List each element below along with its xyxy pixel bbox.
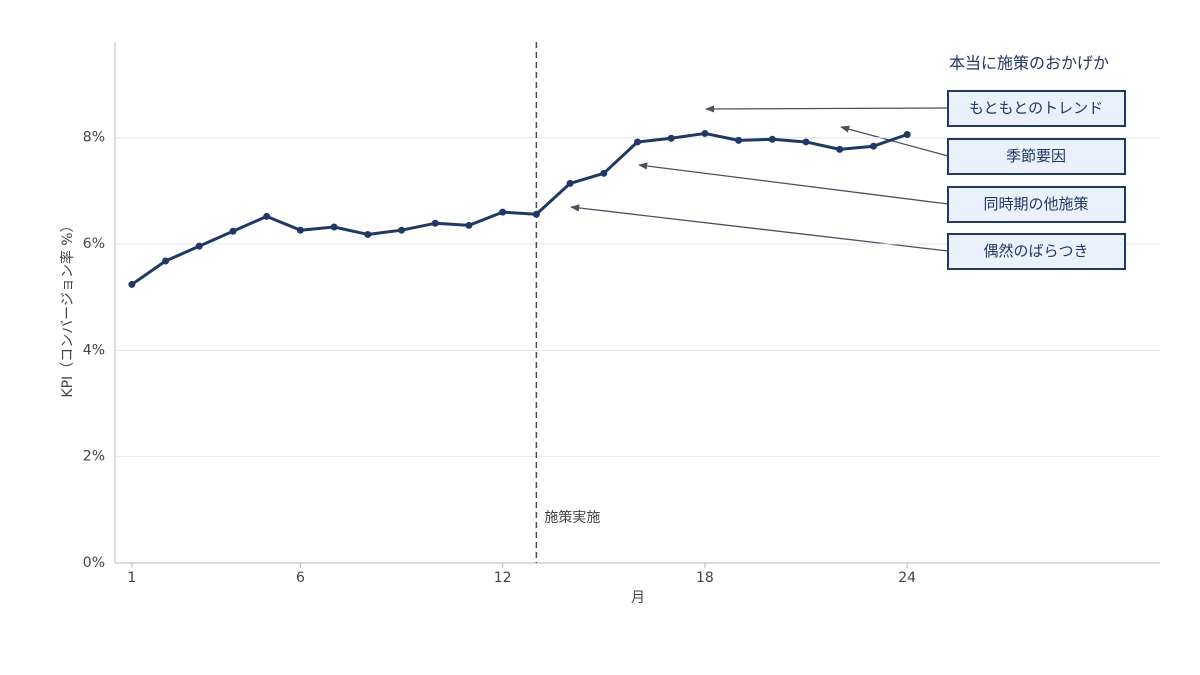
data-point bbox=[634, 138, 641, 146]
annotations bbox=[570, 105, 949, 252]
data-point bbox=[836, 145, 844, 153]
annotation-box bbox=[947, 138, 1126, 175]
y-tick-label: 2% bbox=[83, 449, 105, 465]
annotation-text: 偶然のばらつき bbox=[983, 242, 1088, 260]
data-point bbox=[600, 169, 608, 177]
annotation-text: 季節要因 bbox=[1006, 147, 1066, 165]
data-point bbox=[499, 208, 507, 216]
x-tick-label: 6 bbox=[296, 570, 305, 586]
annotation-text: 同時期の他施策 bbox=[983, 195, 1088, 213]
data-point bbox=[128, 280, 136, 288]
kpi-line bbox=[130, 131, 908, 286]
arrow bbox=[705, 105, 949, 113]
arrow bbox=[840, 125, 949, 157]
x-tick-label: 24 bbox=[898, 570, 916, 586]
data-point bbox=[296, 226, 304, 234]
data-point bbox=[330, 223, 338, 231]
x-tick-label: 12 bbox=[494, 570, 512, 586]
data-point bbox=[162, 257, 170, 265]
arrow bbox=[638, 162, 949, 205]
data-point bbox=[364, 230, 372, 238]
annotation-box bbox=[947, 186, 1126, 223]
data-point bbox=[195, 242, 203, 250]
y-tick-label: 6% bbox=[83, 236, 105, 252]
annotation-text: もともとのトレンド bbox=[969, 99, 1103, 117]
y-tick-label: 4% bbox=[83, 342, 105, 358]
data-point bbox=[229, 227, 237, 235]
data-point bbox=[263, 212, 271, 220]
data-point bbox=[903, 131, 911, 139]
x-tick-label: 1 bbox=[127, 570, 136, 586]
x-tick-label: 18 bbox=[696, 570, 714, 586]
y-tick-label: 0% bbox=[83, 555, 105, 571]
data-point bbox=[465, 221, 473, 229]
data-point bbox=[532, 210, 540, 218]
data-point bbox=[869, 142, 877, 150]
intervention-label: 施策実施 bbox=[544, 509, 600, 526]
x-axis-label: 月 bbox=[631, 590, 645, 606]
data-point bbox=[566, 179, 574, 187]
data-point bbox=[398, 226, 406, 234]
annotation-box bbox=[947, 233, 1126, 270]
annotation-box bbox=[947, 90, 1126, 127]
y-tick-label: 8% bbox=[83, 130, 105, 146]
data-point bbox=[701, 129, 709, 137]
data-point bbox=[667, 134, 675, 142]
annotation-title: 本当に施策のおかげか bbox=[949, 54, 1109, 73]
data-point bbox=[735, 136, 743, 144]
data-point bbox=[431, 219, 439, 227]
y-axis-label: KPI（コンバージョン率 %） bbox=[59, 218, 76, 397]
data-point bbox=[802, 138, 810, 146]
data-point bbox=[768, 135, 776, 143]
